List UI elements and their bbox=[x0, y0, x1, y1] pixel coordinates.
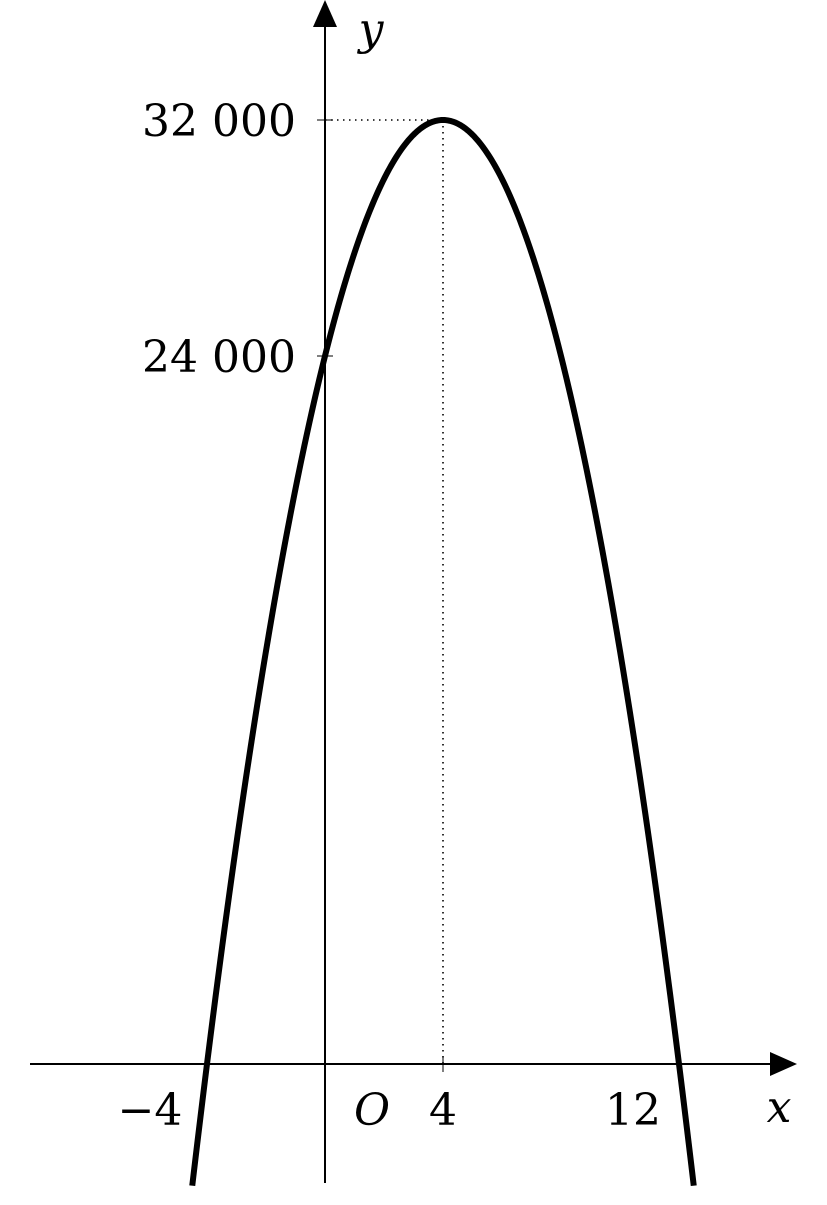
x-tick-label: 12 bbox=[605, 1085, 661, 1136]
parabola-curve bbox=[189, 117, 697, 1187]
origin-label: O bbox=[354, 1085, 390, 1136]
x-tick-label: 4 bbox=[429, 1085, 457, 1136]
x-axis-arrowhead bbox=[770, 1052, 797, 1076]
series bbox=[189, 117, 697, 1187]
x-tick-label: −4 bbox=[118, 1085, 183, 1136]
y-axis-arrowhead bbox=[313, 0, 337, 27]
y-axis-label: y bbox=[357, 4, 385, 55]
guide-lines bbox=[325, 119, 444, 1064]
x-axis-label: x bbox=[767, 1082, 792, 1133]
y-tick-label: 32 000 bbox=[142, 96, 296, 147]
axes bbox=[30, 0, 797, 1183]
tick-labels: −4 4 12 24 000 32 000 bbox=[118, 96, 661, 1136]
y-tick-label: 24 000 bbox=[142, 332, 296, 383]
